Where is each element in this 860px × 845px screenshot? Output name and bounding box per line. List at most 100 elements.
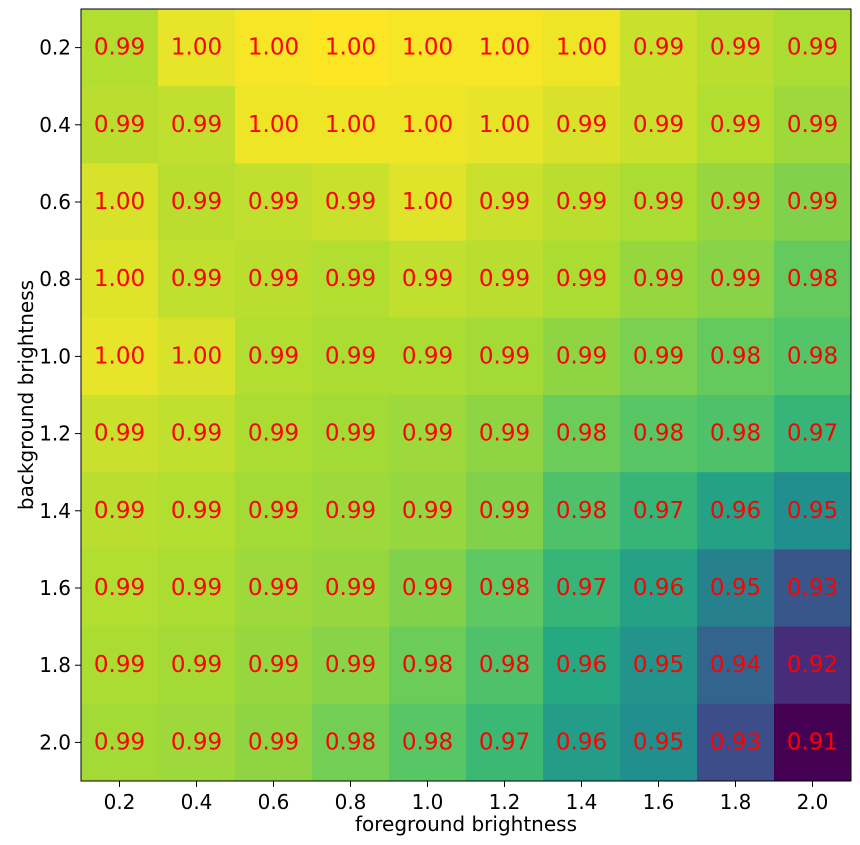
cell-value-label: 0.99 <box>325 575 376 601</box>
cell-value-label: 1.00 <box>248 35 299 61</box>
cell-value-label: 0.99 <box>556 266 607 292</box>
cell-value-label: 1.00 <box>479 35 530 61</box>
heatmap-cell <box>620 86 698 164</box>
heatmap-cell <box>235 472 313 550</box>
heatmap-cell <box>543 395 621 473</box>
heatmap-cell <box>774 395 852 473</box>
cell-value-label: 0.98 <box>633 421 684 447</box>
cell-value-label: 0.99 <box>325 498 376 524</box>
y-tick-label: 1.4 <box>39 499 71 523</box>
cell-value-label: 1.00 <box>171 343 222 369</box>
cell-value-label: 0.96 <box>556 729 607 755</box>
cell-value-label: 0.99 <box>710 35 761 61</box>
heatmap-cell <box>158 626 236 705</box>
cell-value-label: 0.95 <box>633 652 684 678</box>
heatmap-cell <box>389 626 467 705</box>
cell-value-label: 0.98 <box>787 266 838 292</box>
heatmap-cell <box>774 240 852 319</box>
heatmap-cell <box>620 9 698 87</box>
heatmap-cell <box>389 240 467 319</box>
x-tick-label: 0.8 <box>335 790 367 814</box>
heatmap-cell <box>697 395 775 473</box>
cell-value-label: 0.99 <box>479 343 530 369</box>
cell-value-label: 0.98 <box>325 729 376 755</box>
heatmap-cell <box>774 9 852 87</box>
cell-value-label: 1.00 <box>248 112 299 138</box>
heatmap-cell <box>620 703 698 782</box>
cell-value-label: 0.99 <box>479 498 530 524</box>
heatmap-cell <box>158 549 236 628</box>
cell-value-label: 0.96 <box>710 498 761 524</box>
cell-value-label: 0.99 <box>787 35 838 61</box>
heatmap-cell <box>312 395 390 473</box>
x-axis-label: foreground brightness <box>355 812 577 836</box>
cell-value-label: 0.99 <box>248 498 299 524</box>
heatmap-cell <box>312 9 390 87</box>
cell-value-label: 0.99 <box>171 421 222 447</box>
heatmap-cell <box>774 626 852 705</box>
heatmap-cell <box>81 703 159 782</box>
heatmap-cell <box>235 395 313 473</box>
heatmap-cell <box>81 317 159 396</box>
heatmap-cell <box>312 472 390 550</box>
cell-value-label: 0.99 <box>248 343 299 369</box>
heatmap-cell <box>158 317 236 396</box>
heatmap-cell <box>543 86 621 164</box>
cell-value-label: 0.93 <box>710 729 761 755</box>
heatmap-cell <box>774 163 852 242</box>
y-tick-label: 0.8 <box>39 267 71 291</box>
cell-value-label: 0.99 <box>556 343 607 369</box>
cell-value-label: 0.99 <box>402 575 453 601</box>
cell-value-label: 1.00 <box>94 266 145 292</box>
cell-value-label: 0.97 <box>787 421 838 447</box>
heatmap-cell <box>697 163 775 242</box>
heatmap-cell <box>312 549 390 628</box>
heatmap-cell <box>389 703 467 782</box>
cell-value-label: 0.99 <box>402 343 453 369</box>
y-tick-label: 1.2 <box>39 422 71 446</box>
heatmap-cell <box>312 626 390 705</box>
heatmap-cell <box>620 472 698 550</box>
cell-value-label: 0.99 <box>248 266 299 292</box>
cell-value-label: 0.98 <box>402 652 453 678</box>
y-tick-label: 1.0 <box>39 344 71 368</box>
plot-frame <box>80 8 852 782</box>
cell-value-label: 0.99 <box>633 189 684 215</box>
y-axis-ticks: 0.2 0.4 0.6 0.8 1.0 1.2 1.4 1.6 1.8 2.0 <box>39 36 81 754</box>
cell-value-label: 0.98 <box>479 575 530 601</box>
heatmap-cell <box>466 163 544 242</box>
cell-value-label: 1.00 <box>402 112 453 138</box>
heatmap-cell <box>389 395 467 473</box>
heatmap-cell <box>466 9 544 87</box>
heatmap-cell <box>620 395 698 473</box>
cell-value-label: 0.94 <box>710 652 761 678</box>
cell-value-label: 0.99 <box>556 112 607 138</box>
cell-value-label: 0.99 <box>479 421 530 447</box>
heatmap-cell <box>620 163 698 242</box>
heatmap-cell <box>312 317 390 396</box>
heatmap-cell <box>389 472 467 550</box>
cell-value-label: 0.97 <box>556 575 607 601</box>
heatmap-cell <box>81 549 159 628</box>
cell-value-label: 0.99 <box>787 189 838 215</box>
heatmap-cell <box>620 240 698 319</box>
x-tick-label: 2.0 <box>797 790 829 814</box>
heatmap-cell <box>312 86 390 164</box>
heatmap-cell <box>697 472 775 550</box>
heatmap-cell <box>81 472 159 550</box>
cell-value-label: 1.00 <box>402 35 453 61</box>
heatmap-cell <box>81 240 159 319</box>
cell-value-label: 0.99 <box>710 266 761 292</box>
heatmap-cell <box>543 549 621 628</box>
cell-value-label: 0.99 <box>94 421 145 447</box>
heatmap-cell <box>543 472 621 550</box>
cell-value-label: 0.99 <box>325 421 376 447</box>
cell-value-label: 1.00 <box>94 189 145 215</box>
cell-value-label: 0.98 <box>710 421 761 447</box>
heatmap-cell <box>235 86 313 164</box>
heatmap-cell <box>235 549 313 628</box>
heatmap-cell <box>81 395 159 473</box>
heatmap-cell <box>235 317 313 396</box>
heatmap-cell <box>81 86 159 164</box>
heatmap-cell <box>81 9 159 87</box>
